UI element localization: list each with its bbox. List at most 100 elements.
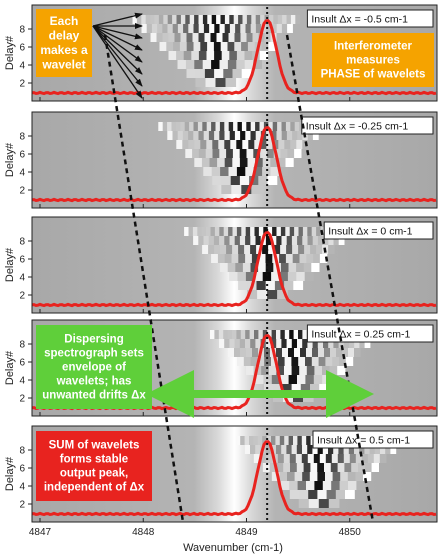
wavelet-cell [302,330,308,339]
wavelet-cell [176,140,183,149]
wavelet-arrow [92,12,143,27]
wavelet-cell [355,454,363,463]
wavelet-cell [333,445,339,454]
wavelet-cell [267,176,278,185]
wavelet-cell [238,254,246,263]
wavelet-cell [277,357,286,366]
insult-label-box [306,9,434,28]
y-tick-label: 8 [19,25,25,36]
wavelet-cell [206,227,212,236]
y-tick-label: 6 [19,150,25,161]
wavelet-cell [268,15,274,24]
note-line: Interferometer [334,41,412,53]
x-axis-title: Wavenumber (cm-1) [183,542,283,554]
wavelet-cell [291,357,299,366]
wavelet-cell [279,254,287,263]
wavelet-cell [308,499,320,508]
wavelet-cell [132,15,138,24]
overlays-group: 4847 4848 4849 4850 [29,12,375,538]
wavelet-cell [211,60,221,69]
wavelet-cell [317,463,325,472]
wavelet-cell [310,463,318,472]
wavelet-cell [301,436,307,445]
wavelet-cell [318,357,326,366]
wavelet-cell [285,122,291,131]
wavelet-cell [317,490,328,499]
wavelet-cell [207,15,213,24]
wavelet-cell [232,330,237,339]
wavelet-cell [355,472,364,481]
wavelet-cell [291,445,298,454]
wavelet-cell [279,436,285,445]
note-box [36,431,152,501]
wavelet-cell [300,348,307,357]
wavelet-cell [210,33,218,42]
wavelet-cell [287,472,296,481]
wavelet-cell [168,51,177,60]
wavelet-cell [294,227,300,236]
wavelet-cell [233,15,239,24]
wavelet-cell [332,472,341,481]
output-peak-curve [31,19,437,96]
wavelet-cell [348,445,355,454]
wavelet-cell [284,330,290,339]
note-sum: SUM of wavelets forms stable output peak, i… [36,431,152,501]
wavelet-cell [268,245,275,254]
wavelet-cell [234,348,241,357]
wavelet-cell [293,436,298,445]
wavelet-cell [322,366,331,375]
x-tick-label: 4848 [132,527,155,538]
wavelet-cell [227,42,235,51]
wavelet-cell [236,60,246,69]
wavelet-cell [228,33,236,42]
panel-frame [31,425,438,523]
y-tick-label: 8 [19,446,25,457]
wavelet-cell [288,348,295,357]
wavelet-cell [198,15,204,24]
wavelet-cell [316,245,323,254]
wavelet-cell [267,330,273,339]
wavelet-cell [347,472,356,481]
wavelet-cell [208,236,215,245]
wavelet-cell [192,149,200,158]
wavelet-cell [224,15,230,24]
y-axis-title: Delay# [4,350,16,385]
wavelet-cell [218,140,225,149]
wavelet-arrow [92,25,143,40]
wavelet-cell [283,454,291,463]
wavelet-cell [287,272,297,281]
wavelet-cell [188,140,195,149]
wavelet-cell [239,149,248,158]
wavelet-cell [335,490,346,499]
wavelet-cell [219,149,227,158]
wavelet-cell [228,167,238,176]
wavelet-cell [299,490,309,499]
wavelet-cell [224,236,231,245]
wavelet-cell [222,33,230,42]
wavelet-cell [250,24,257,33]
insult-label: Insult Δx = 0.25 cm-1 [311,329,410,341]
wavelet-cell [241,185,252,194]
wavelet-cell [328,499,340,508]
y-tick-label: 8 [19,237,25,248]
wavelet-cell [298,330,303,339]
wavelet-cell [235,24,241,33]
wavelet-cell [254,330,259,339]
wavelet-cell [258,176,269,185]
wavelet-cell [202,60,212,69]
wavelet-cell [303,263,312,272]
panel-frame [31,4,438,102]
wavelet-cell [266,149,275,158]
wavelet-cell [253,454,261,463]
note-line: delay [49,29,80,43]
note-line: wavelet [41,58,85,72]
wavelet-cell [235,263,244,272]
wavelet-cell [308,490,318,499]
wavelet-cell [307,445,313,454]
wavelet-cell [305,375,315,384]
wavelet-cell [214,245,221,254]
wavelet-cell [240,436,246,445]
wavelet-cell [339,357,347,366]
wavelet-cell [259,51,268,60]
wavelet-cell [312,131,319,140]
